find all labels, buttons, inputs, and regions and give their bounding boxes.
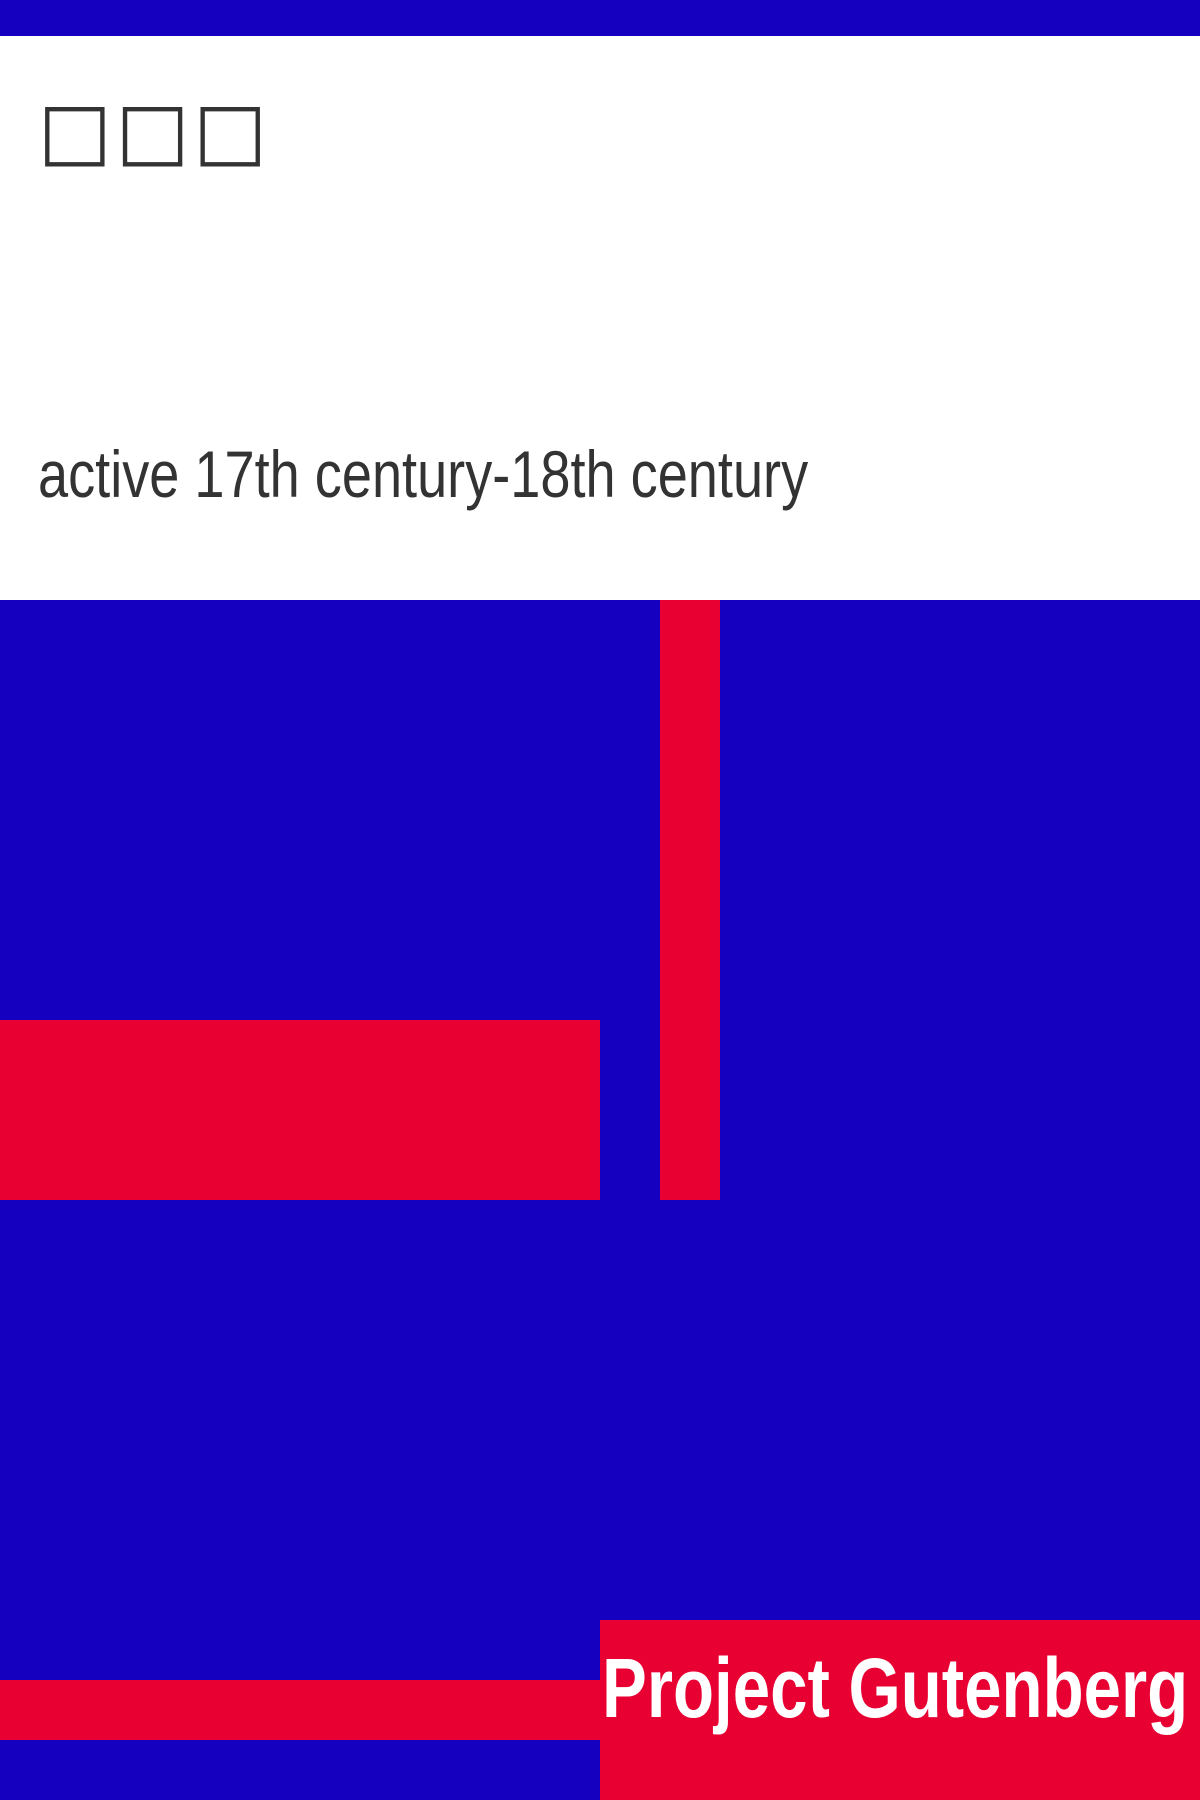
top-band — [0, 0, 1200, 36]
decorative-vertical-bar — [660, 600, 720, 1200]
publisher-name: Project Gutenberg — [602, 1641, 1189, 1735]
decorative-horizontal-block — [0, 1020, 600, 1200]
title-panel: □□□ active 17th century-18th century — [0, 36, 1200, 600]
publisher-box: Project Gutenberg — [600, 1620, 1200, 1800]
book-author: active 17th century-18th century — [38, 437, 809, 511]
book-title: □□□ — [38, 86, 272, 176]
decorative-bottom-strip — [0, 1680, 600, 1740]
